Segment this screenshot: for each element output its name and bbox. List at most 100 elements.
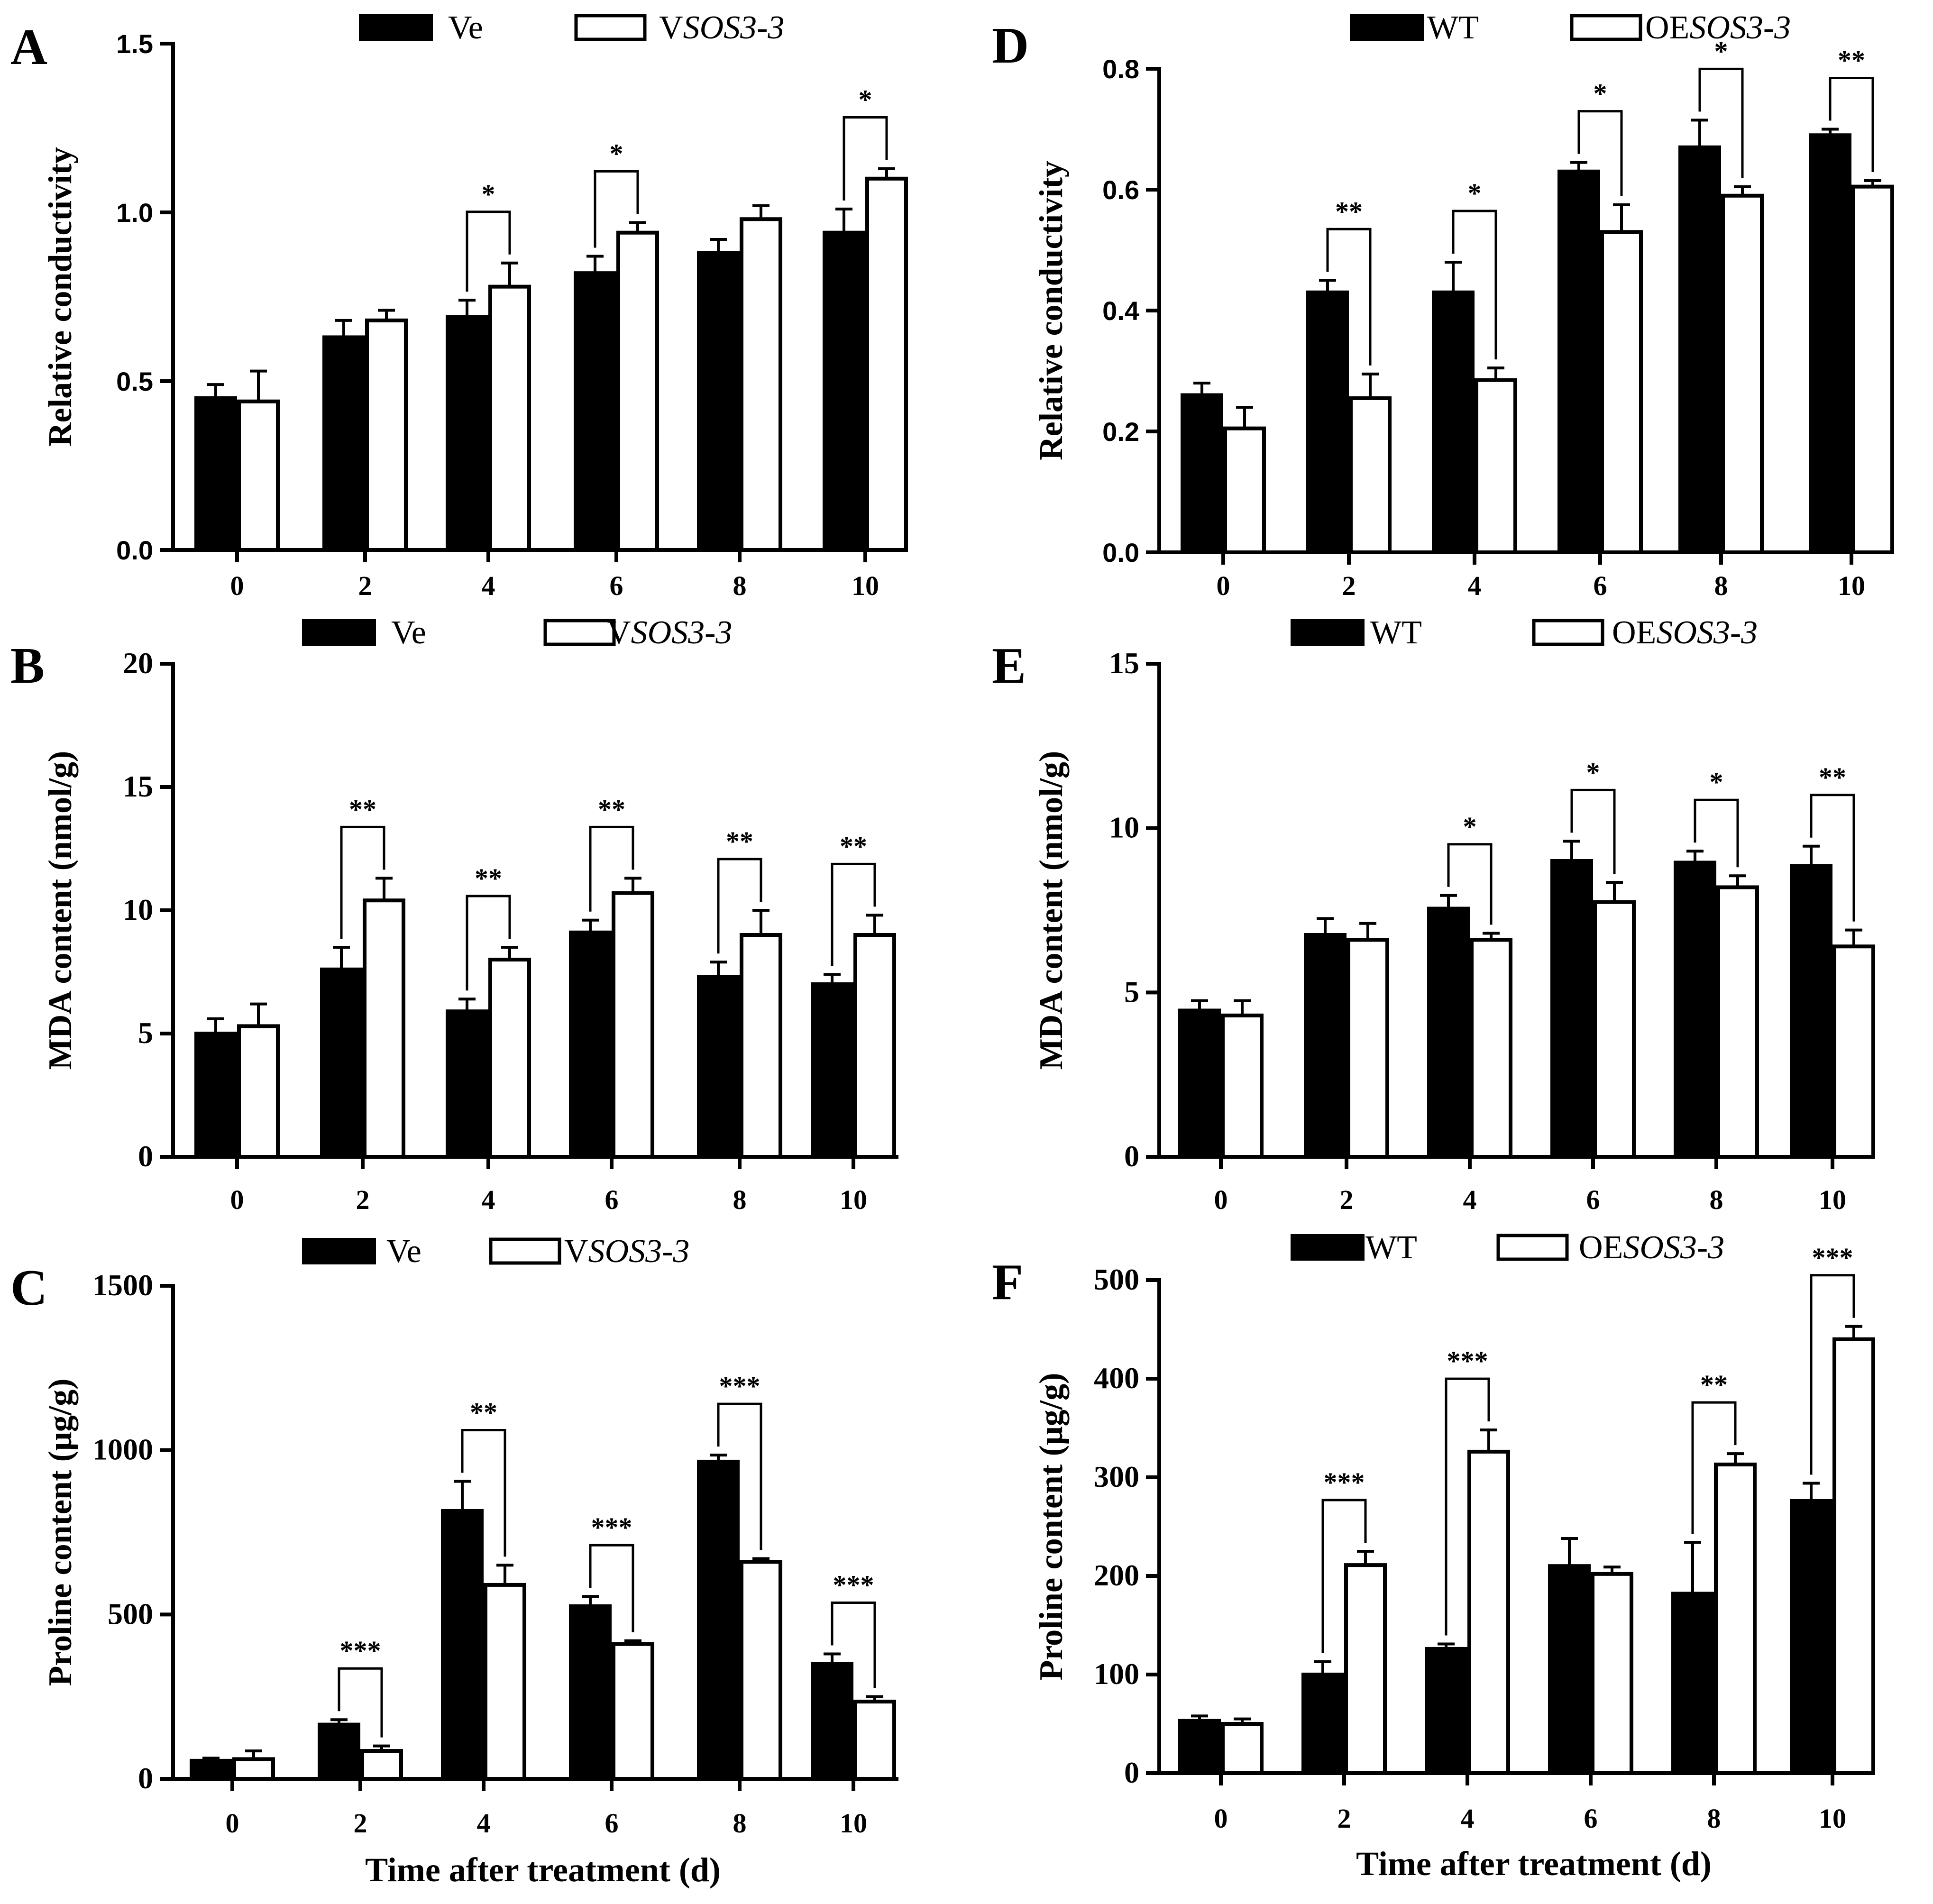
bar-series1	[1548, 1564, 1591, 1775]
bar-series2	[740, 933, 782, 1159]
bar-series2	[1593, 900, 1636, 1159]
significance-bracket	[1698, 67, 1744, 178]
x-tick-label: 4	[477, 1808, 491, 1839]
chart-panel-d: D 0.0 0.2 0.4 0.6 0.8 Relative conductivity 0 2 4…	[992, 9, 1894, 601]
panel-letter: F	[992, 1254, 1023, 1310]
significance-label: *	[1714, 36, 1728, 66]
significance-label: **	[470, 1397, 497, 1428]
chart-panel-a: A 0.0 0.5 1.0 1.5 Relative conductivity 0 2 4 6 8 1…	[10, 9, 908, 601]
y-tick-label: 0.8	[1102, 54, 1139, 84]
x-tick-label: 4	[482, 1184, 495, 1215]
bar-series1	[569, 930, 612, 1159]
significance-bracket	[1445, 1377, 1490, 1636]
bar-series1	[322, 335, 365, 552]
significance-bracket	[594, 170, 639, 248]
significance-label: *	[1710, 767, 1723, 797]
significance-label: **	[475, 863, 502, 894]
significance-bracket	[1326, 228, 1372, 366]
significance-label: ***	[591, 1512, 632, 1543]
bar-series2	[1344, 1563, 1387, 1776]
bar-series1	[446, 315, 488, 552]
significance-label: **	[349, 794, 376, 824]
x-tick-label: 6	[1584, 1803, 1598, 1834]
bar-series2	[237, 1024, 280, 1159]
x-tick-label: 0	[226, 1808, 239, 1839]
x-tick-label: 0	[230, 570, 244, 601]
legend-label-series1: Ve	[391, 614, 426, 651]
x-tick-label: 8	[733, 570, 747, 601]
x-tick-label: 6	[610, 570, 623, 601]
y-tick-label: 500	[1094, 1263, 1139, 1296]
significance-label: *	[1468, 178, 1482, 209]
x-tick-label: 0	[1214, 1184, 1228, 1215]
y-axis-label: Proline content (μg/g)	[42, 1379, 79, 1686]
bar-series1	[1557, 169, 1600, 554]
y-axis-label: Proline content (μg/g)	[1033, 1373, 1070, 1681]
bar-series1	[190, 1758, 232, 1781]
legend-label-series1: WT	[1365, 1229, 1417, 1266]
chart-panel-b: B 0 5 10 15 20 MDA content (nmol/g) 0 2 4 6 8 10 ** **…	[10, 614, 898, 1215]
x-tick-label: 6	[1586, 1184, 1600, 1215]
y-tick-label: 1000	[92, 1433, 153, 1466]
bar-series2	[488, 958, 531, 1159]
bar-series1	[1790, 864, 1832, 1159]
bar-series2	[1349, 396, 1392, 554]
legend-swatch-series1	[302, 1238, 376, 1264]
significance-bracket	[340, 825, 385, 939]
y-tick-label: 0.0	[1102, 538, 1139, 568]
significance-bracket	[589, 1544, 634, 1632]
x-tick-label: 6	[605, 1808, 619, 1839]
significance-label: **	[1700, 1369, 1728, 1400]
bar-series2	[1347, 938, 1389, 1159]
significance-label: *	[1594, 78, 1607, 109]
significance-label: ***	[833, 1570, 874, 1601]
y-tick-label: 10	[1109, 811, 1139, 844]
bar-series2	[237, 399, 280, 552]
x-axis-label: Time after treatment (d)	[1356, 1845, 1712, 1883]
x-tick-label: 8	[1710, 1184, 1723, 1215]
y-tick-label: 0	[1124, 1756, 1139, 1789]
bar-series1	[318, 1722, 360, 1781]
significance-bracket	[338, 1667, 383, 1738]
x-tick-label: 2	[1338, 1803, 1351, 1834]
y-tick-label: 5	[1124, 975, 1139, 1008]
x-tick-label: 4	[1463, 1184, 1477, 1215]
panel-letter: B	[10, 638, 45, 694]
legend-swatch-series2	[1532, 619, 1604, 646]
significance-bracket	[1452, 210, 1497, 360]
bar-series1	[697, 1459, 740, 1781]
y-tick-label: 1.0	[116, 198, 153, 228]
bar-series1	[574, 271, 616, 552]
bar-series2	[1470, 938, 1512, 1159]
significance-bracket	[466, 211, 511, 292]
bar-series1	[1425, 1647, 1467, 1775]
y-tick-label: 0.5	[116, 366, 153, 396]
bar-series1	[1678, 145, 1721, 554]
legend-label-series2: OESOS3-3	[1579, 1229, 1724, 1266]
significance-bracket	[1570, 788, 1616, 874]
x-tick-label: 10	[840, 1808, 867, 1839]
bar-series2	[1714, 1462, 1757, 1775]
legend-swatch-series1	[1350, 14, 1424, 41]
bar-series2	[853, 933, 896, 1159]
y-axis-label: Relative conductivity	[42, 147, 79, 447]
bar-series1	[697, 975, 740, 1159]
bar-series1	[1550, 859, 1593, 1159]
significance-bracket	[717, 1402, 762, 1550]
significance-bracket	[831, 1602, 876, 1688]
significance-label: *	[859, 84, 872, 115]
significance-label: *	[610, 138, 623, 169]
bar-series2	[488, 284, 531, 552]
chart-panel-c: C 0 500 1000 1500 Proline content (μg/g) 0 2 4 6 8…	[10, 1233, 898, 1889]
bar-series2	[616, 230, 659, 552]
significance-bracket	[717, 858, 762, 954]
bar-series1	[1674, 860, 1716, 1159]
significance-bracket	[589, 825, 634, 912]
bar-series2	[1851, 184, 1894, 554]
x-tick-label: 8	[1714, 570, 1728, 601]
bar-series1	[1181, 393, 1223, 554]
significance-label: **	[1335, 196, 1363, 227]
bar-series1	[1306, 290, 1349, 554]
